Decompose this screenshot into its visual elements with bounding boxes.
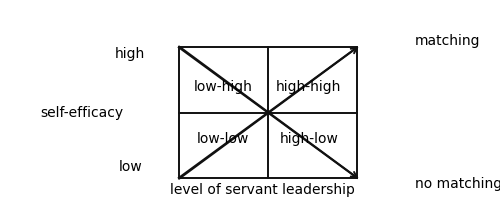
Text: low-low: low-low <box>197 132 250 146</box>
Text: level of servant leadership: level of servant leadership <box>170 183 354 197</box>
Text: no matching: no matching <box>415 177 500 191</box>
Text: high-high: high-high <box>276 80 342 93</box>
Text: low-high: low-high <box>194 80 253 93</box>
Text: low: low <box>118 160 142 174</box>
Text: self-efficacy: self-efficacy <box>40 106 123 120</box>
Text: high-low: high-low <box>280 132 338 146</box>
Text: high: high <box>115 47 146 61</box>
Text: matching: matching <box>415 34 480 48</box>
